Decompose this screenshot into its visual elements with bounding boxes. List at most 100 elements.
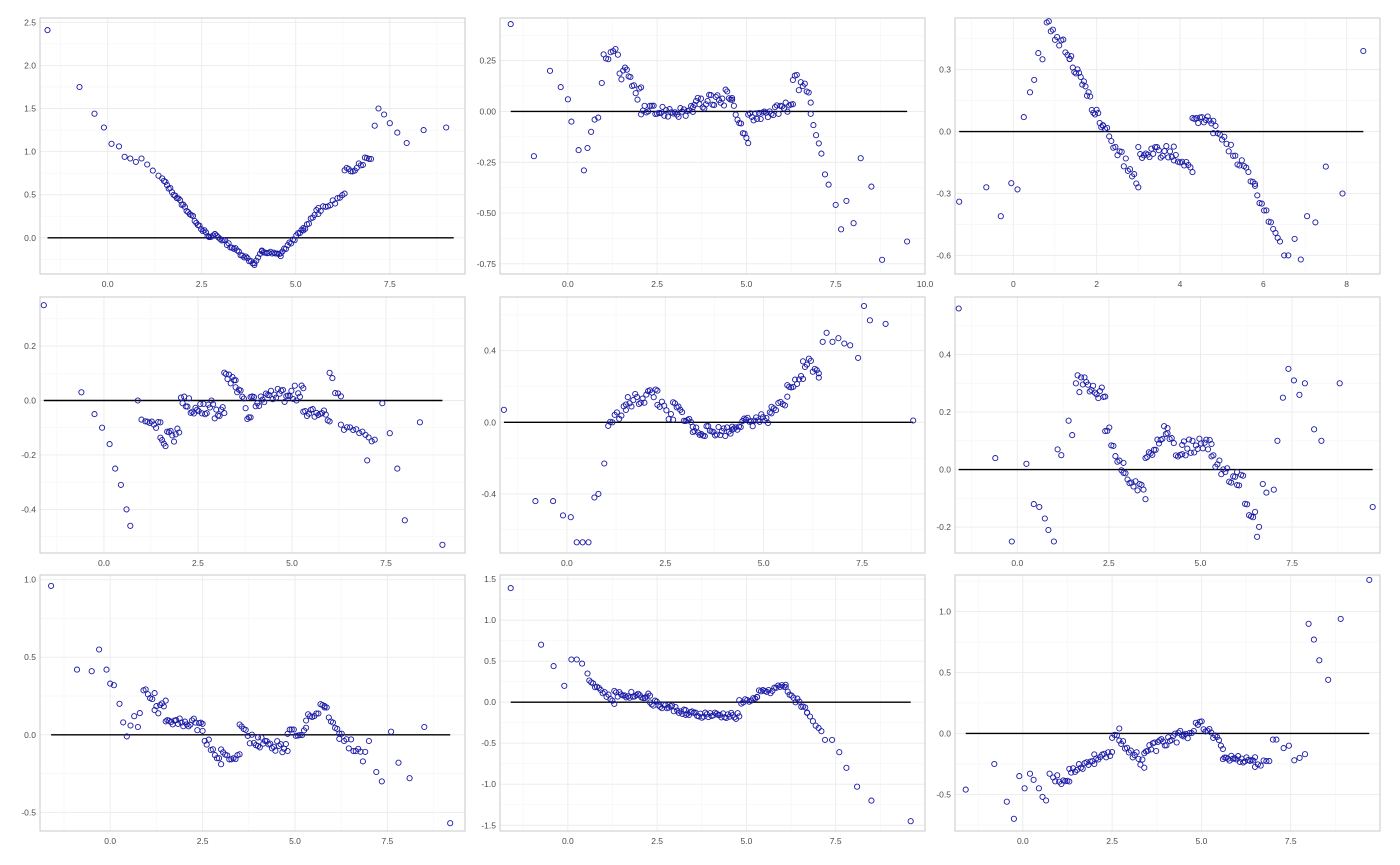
data-point <box>686 415 693 422</box>
data-point <box>416 419 423 426</box>
data-point <box>630 82 637 89</box>
panel-background <box>500 575 925 831</box>
data-point <box>202 411 209 418</box>
data-point <box>379 400 386 407</box>
data-point <box>595 114 602 121</box>
data-point <box>698 431 705 438</box>
data-point <box>694 94 701 101</box>
y-tick-label: 0.2 <box>939 407 951 417</box>
data-point <box>254 742 262 750</box>
data-point <box>357 748 364 755</box>
data-point <box>246 740 253 747</box>
data-point <box>1060 36 1067 43</box>
data-point <box>1310 636 1317 643</box>
data-point <box>1016 773 1023 780</box>
data-point <box>810 122 817 129</box>
data-point <box>359 758 366 765</box>
data-point <box>1113 732 1120 739</box>
data-point <box>624 394 631 401</box>
y-tick-label: 0.3 <box>939 65 951 75</box>
data-point <box>1068 53 1075 60</box>
data-point <box>1102 428 1109 435</box>
data-point <box>1131 171 1138 178</box>
data-point <box>781 402 789 409</box>
data-point <box>236 721 243 728</box>
data-point <box>1250 514 1257 521</box>
data-point <box>813 367 820 374</box>
data-point <box>290 395 297 403</box>
panel-2: 0.0 2.5 5.0 7.5 10.0 -0.75 -0.50 -0.25 0.00 0.25 <box>477 17 934 289</box>
data-point <box>112 465 119 472</box>
data-point <box>88 668 95 675</box>
data-point <box>203 410 210 417</box>
data-point <box>210 401 217 408</box>
y-tick-label: 0.5 <box>24 190 36 200</box>
y-tick-label: 0.0 <box>939 465 951 475</box>
data-point <box>591 494 598 501</box>
data-point <box>1093 391 1100 398</box>
data-point <box>365 737 372 745</box>
data-point <box>722 432 729 440</box>
data-point <box>1281 252 1288 259</box>
data-point <box>713 710 720 717</box>
data-point <box>744 414 751 421</box>
data-point <box>699 104 706 111</box>
data-point <box>723 714 730 722</box>
panel-background <box>40 297 465 553</box>
data-point <box>734 116 741 123</box>
data-point <box>507 585 514 592</box>
data-point <box>614 51 621 58</box>
data-point <box>1210 117 1217 124</box>
data-point <box>91 110 98 117</box>
data-point <box>803 361 810 368</box>
data-point <box>1236 162 1243 169</box>
data-point <box>1170 440 1177 447</box>
data-point <box>1232 152 1239 159</box>
y-tick-label: -1.5 <box>481 820 496 830</box>
data-point <box>123 506 130 513</box>
x-tick-label: 0 <box>1011 279 1016 289</box>
data-point <box>1153 144 1161 151</box>
data-point <box>138 155 145 162</box>
data-point <box>1296 754 1303 761</box>
data-point <box>663 407 670 414</box>
data-point <box>1075 761 1082 768</box>
data-point <box>1104 427 1111 434</box>
data-point <box>326 418 333 425</box>
data-point <box>1112 143 1119 150</box>
data-point <box>616 70 623 77</box>
data-point <box>160 177 167 184</box>
x-tick-label: 0.0 <box>562 836 574 846</box>
data-point <box>239 393 246 400</box>
data-point <box>956 198 963 205</box>
data-point <box>573 539 580 546</box>
data-point <box>162 697 169 704</box>
data-point <box>116 700 123 707</box>
data-point <box>757 115 764 123</box>
data-point <box>646 102 654 109</box>
data-point <box>1260 757 1267 764</box>
data-point <box>500 406 507 413</box>
data-point <box>1035 50 1042 57</box>
data-point <box>729 423 736 430</box>
data-point <box>213 232 220 239</box>
data-point <box>654 387 661 394</box>
data-point <box>795 87 802 94</box>
panel-border <box>954 17 1381 275</box>
data-point <box>108 140 115 147</box>
data-point <box>1139 756 1146 763</box>
data-point <box>107 680 114 687</box>
data-point <box>595 490 602 497</box>
data-point <box>991 760 998 768</box>
panel-background <box>955 18 1380 274</box>
data-point <box>550 498 557 505</box>
data-point <box>1204 727 1211 734</box>
data-point <box>288 387 295 394</box>
data-point <box>215 234 222 241</box>
data-point <box>656 403 663 410</box>
data-point <box>725 95 732 102</box>
data-point <box>136 710 143 717</box>
x-tick-label: 0.0 <box>98 558 110 568</box>
data-point <box>177 394 185 401</box>
